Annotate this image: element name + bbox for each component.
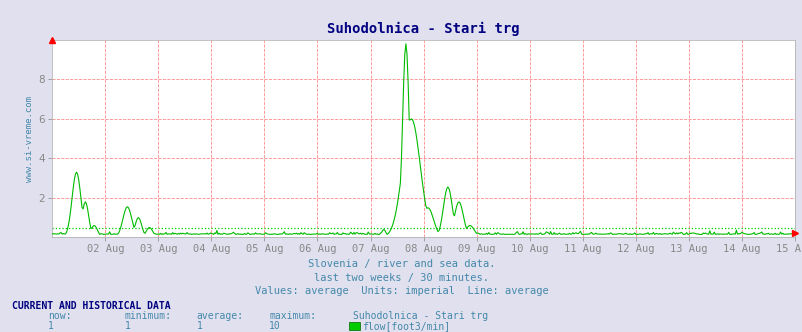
- Text: 1: 1: [48, 321, 54, 331]
- Text: Suhodolnica - Stari trg: Suhodolnica - Stari trg: [353, 311, 488, 321]
- Text: now:: now:: [48, 311, 71, 321]
- Text: CURRENT AND HISTORICAL DATA: CURRENT AND HISTORICAL DATA: [12, 301, 171, 311]
- Text: average:: average:: [196, 311, 244, 321]
- Text: Values: average  Units: imperial  Line: average: Values: average Units: imperial Line: av…: [254, 286, 548, 296]
- Text: maximum:: maximum:: [269, 311, 316, 321]
- Text: minimum:: minimum:: [124, 311, 172, 321]
- Text: 10: 10: [269, 321, 281, 331]
- Title: Suhodolnica - Stari trg: Suhodolnica - Stari trg: [327, 22, 519, 36]
- Text: 1: 1: [124, 321, 130, 331]
- Text: last two weeks / 30 minutes.: last two weeks / 30 minutes.: [314, 273, 488, 283]
- Text: Slovenia / river and sea data.: Slovenia / river and sea data.: [307, 259, 495, 269]
- Text: 1: 1: [196, 321, 202, 331]
- Text: flow[foot3/min]: flow[foot3/min]: [362, 321, 450, 331]
- Y-axis label: www.si-vreme.com: www.si-vreme.com: [26, 96, 34, 182]
